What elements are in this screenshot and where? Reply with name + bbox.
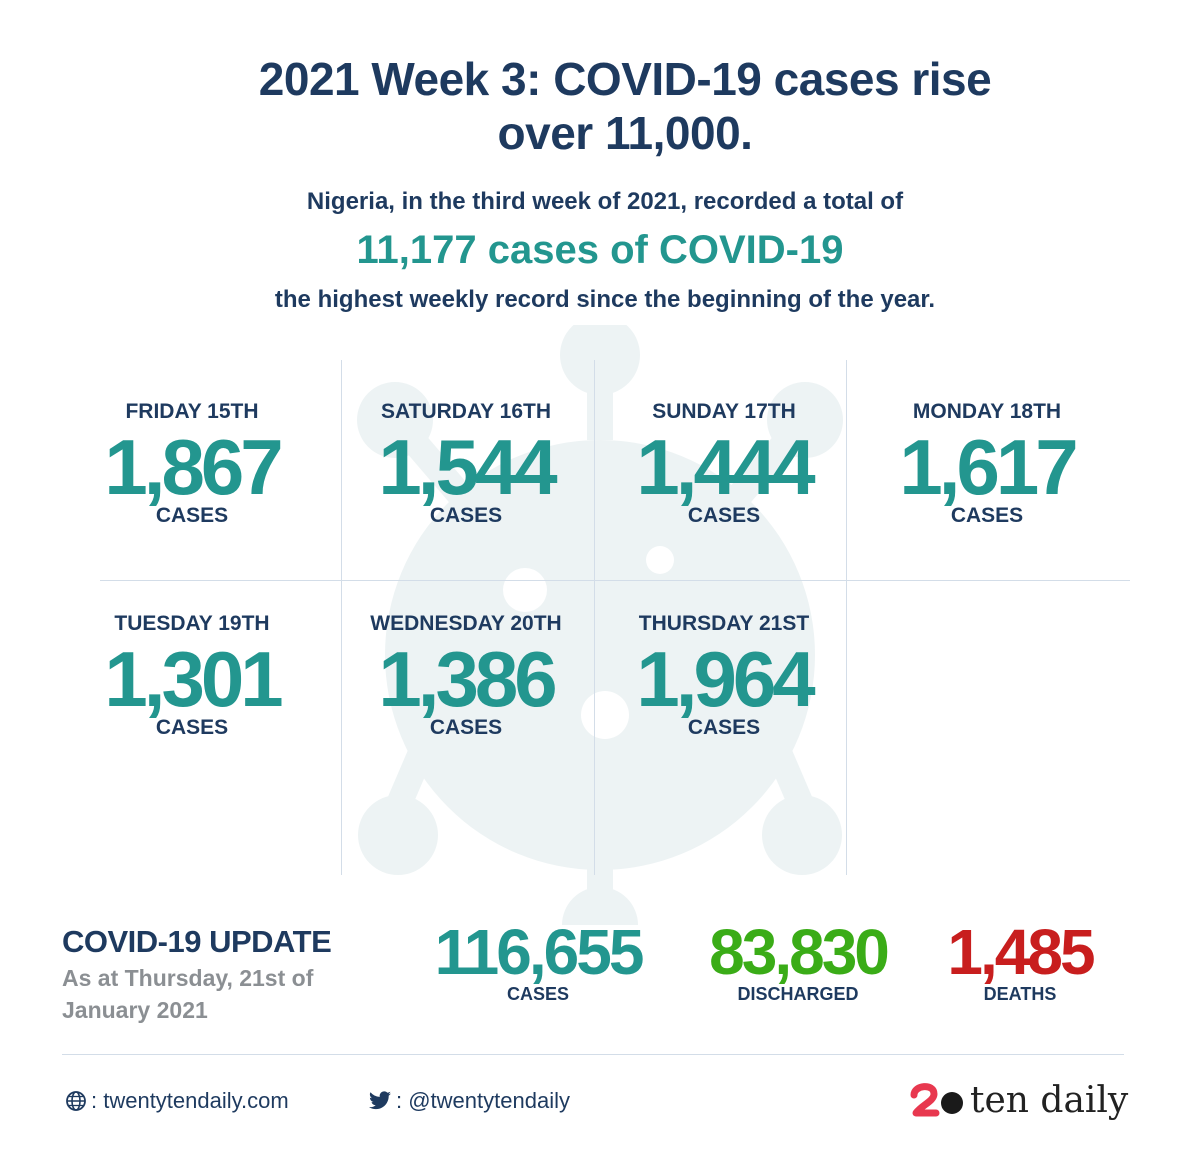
day-label: MONDAY 18TH (912, 400, 1062, 423)
stat-deaths: 1,485 DEATHS (920, 920, 1120, 1005)
day-cases-unit: CASES (155, 504, 229, 527)
twitter-bird-icon (369, 1091, 391, 1110)
day-cases-unit: CASES (950, 504, 1024, 527)
day-card-sunday: SUNDAY 17TH 1,444 CASES (599, 400, 849, 528)
headline-line1: 2021 Week 3: COVID-19 cases rise (258, 53, 992, 105)
day-cases-unit: CASES (429, 716, 503, 739)
day-label: THURSDAY 21ST (638, 612, 810, 635)
day-cases-value: 1,386 (378, 635, 557, 723)
brand-logo: ten daily (910, 1080, 1128, 1121)
virus-illustration (357, 325, 843, 925)
website-link[interactable]: : twentytendaily.com (91, 1088, 289, 1113)
day-label: FRIDAY 15TH (125, 400, 259, 423)
day-card-wednesday: WEDNESDAY 20TH 1,386 CASES (341, 612, 591, 740)
twitter-handle[interactable]: : @twentytendaily (396, 1088, 570, 1113)
day-label: WEDNESDAY 20TH (370, 612, 562, 635)
stat-value: 1,485 (947, 916, 1095, 988)
stat-value: 116,655 (434, 916, 645, 988)
footer-twitter[interactable]: : @twentytendaily (368, 1088, 570, 1114)
day-cases-value: 1,444 (636, 423, 815, 511)
stat-label: DISCHARGED (737, 984, 859, 1004)
grid-divider-h (100, 580, 1130, 581)
day-cases-value: 1,964 (636, 635, 815, 723)
day-cases-value: 1,301 (104, 635, 283, 723)
brand-name: ten daily (970, 1080, 1129, 1121)
day-label: TUESDAY 19TH (114, 612, 270, 635)
stat-value: 83,830 (709, 916, 890, 988)
day-cases-unit: CASES (687, 716, 761, 739)
intro-line3: the highest weekly record since the begi… (274, 286, 936, 313)
day-card-monday: MONDAY 18TH 1,617 CASES (862, 400, 1112, 528)
intro-line1: Nigeria, in the third week of 2021, reco… (306, 188, 904, 215)
day-cases-value: 1,867 (104, 423, 283, 511)
day-label: SUNDAY 17TH (652, 400, 796, 423)
update-subtitle: As at Thursday, 21st of January 2021 (62, 965, 314, 1023)
stat-label: CASES (506, 984, 569, 1004)
stat-discharged: 83,830 DISCHARGED (680, 920, 916, 1005)
headline: 2021 Week 3: COVID-19 cases rise over 11… (0, 52, 1200, 160)
grid-divider-v3 (846, 360, 847, 875)
day-cases-value: 1,544 (378, 423, 557, 511)
day-cases-unit: CASES (155, 716, 229, 739)
footer-divider (62, 1054, 1124, 1055)
footer-website[interactable]: : twentytendaily.com (65, 1088, 289, 1114)
globe-icon (66, 1091, 86, 1111)
day-cases-value: 1,617 (899, 423, 1078, 511)
intro-highlight: 11,177 cases of COVID-19 (356, 228, 844, 272)
day-cases-unit: CASES (687, 504, 761, 527)
twenty-logo-mark-icon (910, 1082, 963, 1116)
grid-divider-v1 (341, 360, 342, 875)
day-label: SATURDAY 16TH (381, 400, 551, 423)
day-card-thursday: THURSDAY 21ST 1,964 CASES (599, 612, 849, 740)
grid-divider-v2 (594, 360, 595, 875)
stat-total-cases: 116,655 CASES (420, 920, 656, 1005)
day-card-saturday: SATURDAY 16TH 1,544 CASES (341, 400, 591, 528)
headline-line2: over 11,000. (497, 107, 753, 159)
day-card-tuesday: TUESDAY 19TH 1,301 CASES (67, 612, 317, 740)
day-cases-unit: CASES (429, 504, 503, 527)
stat-label: DEATHS (983, 984, 1057, 1004)
day-card-friday: FRIDAY 15TH 1,867 CASES (67, 400, 317, 528)
update-title: COVID-19 UPDATE (62, 924, 332, 959)
